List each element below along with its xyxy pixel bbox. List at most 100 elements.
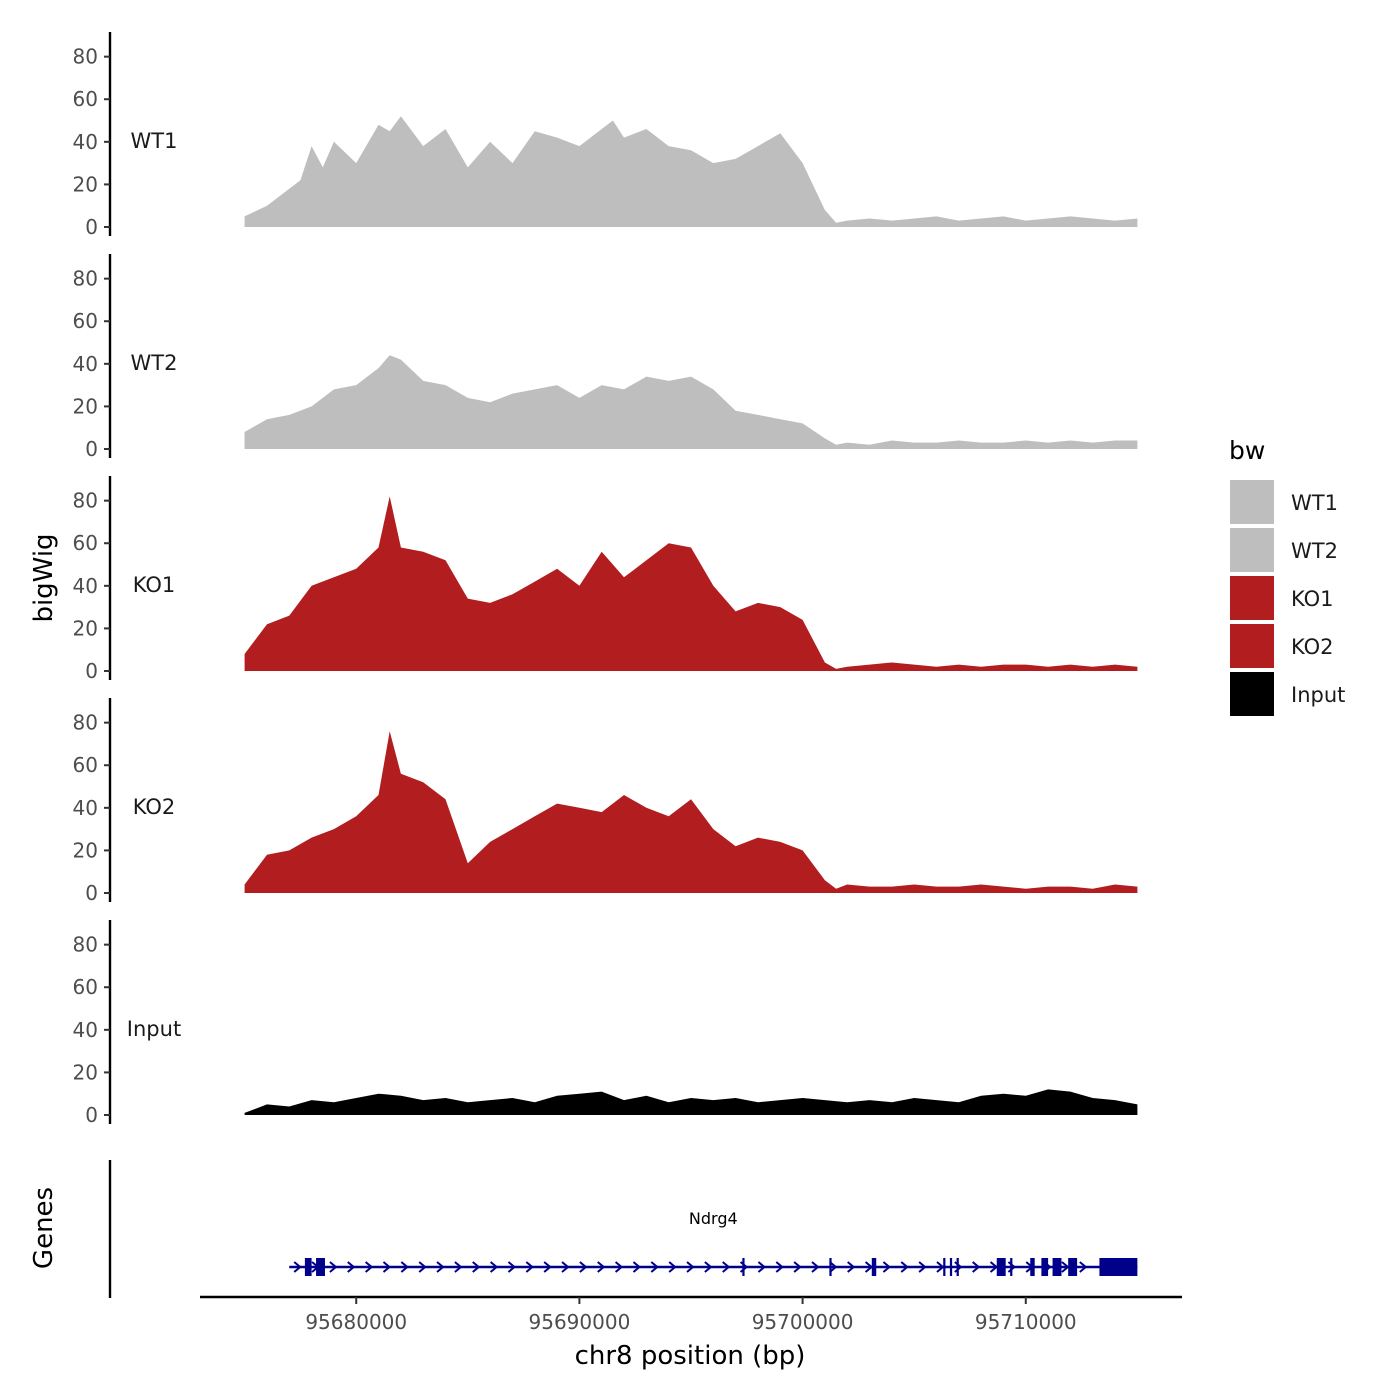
area-wt2 xyxy=(244,355,1138,449)
y-tick-label: 60 xyxy=(73,309,98,333)
strand-arrow xyxy=(686,1261,695,1273)
strand-arrow xyxy=(525,1261,534,1273)
y-tick-label: 20 xyxy=(73,172,98,196)
exon xyxy=(996,1258,1006,1276)
gene-track: Ndrg4 xyxy=(108,1160,1138,1298)
strand-arrow xyxy=(579,1261,588,1273)
strand-arrow xyxy=(829,1261,838,1273)
y-tick-label: 40 xyxy=(73,352,98,376)
legend-item: KO1 xyxy=(1230,576,1334,620)
bigwig-tracks: 0 20 40 60 80 WT1 0 20 40 60 80 WT2 0 20 40 60 80 KO1 0 20 4… xyxy=(73,32,1138,1127)
strand-arrow xyxy=(793,1261,802,1273)
y-tick-label: 40 xyxy=(73,574,98,598)
legend-swatch xyxy=(1230,528,1274,572)
exon xyxy=(1030,1258,1035,1276)
legend-item: WT2 xyxy=(1230,528,1338,572)
y-tick-label: 60 xyxy=(73,87,98,111)
y-tick-label: 80 xyxy=(73,933,98,957)
y-tick-label: 20 xyxy=(73,394,98,418)
strand-arrow xyxy=(507,1261,517,1273)
legend-title: bw xyxy=(1229,436,1265,465)
y-tick-label: 20 xyxy=(73,838,98,862)
y-tick-label: 0 xyxy=(85,215,98,239)
legend-item: Input xyxy=(1230,672,1345,716)
legend: bw WT1 WT2 KO1 KO2 Input xyxy=(1229,436,1345,716)
legend-label: WT1 xyxy=(1291,491,1338,515)
legend-label: Input xyxy=(1291,683,1345,707)
exon xyxy=(304,1258,312,1276)
y-axis-label: bigWig xyxy=(29,533,59,622)
legend-item: KO2 xyxy=(1230,624,1334,668)
y-tick-label: 80 xyxy=(73,489,98,513)
legend-label: KO2 xyxy=(1291,635,1334,659)
strand-arrow xyxy=(882,1261,891,1273)
track-ko1: 0 20 40 60 80 KO1 xyxy=(73,476,1138,683)
strand-arrow xyxy=(722,1261,731,1273)
x-axis-label: chr8 position (bp) xyxy=(575,1341,806,1371)
exon xyxy=(316,1258,325,1276)
strand-arrow xyxy=(704,1261,713,1273)
area-ko2 xyxy=(244,731,1138,893)
strand-arrow xyxy=(418,1261,427,1273)
strand-arrow xyxy=(775,1261,784,1273)
exon xyxy=(949,1258,953,1276)
strand-arrow xyxy=(472,1261,481,1273)
strand-arrow xyxy=(650,1261,659,1273)
y-tick-label: 20 xyxy=(73,616,98,640)
track-name-label: WT1 xyxy=(131,129,178,153)
strand-arrow xyxy=(614,1261,624,1273)
strand-arrow xyxy=(489,1261,499,1273)
legend-swatch xyxy=(1230,480,1274,524)
y-tick-label: 80 xyxy=(73,45,98,69)
track-name-label: Input xyxy=(127,1017,181,1041)
strand-arrow xyxy=(757,1261,766,1273)
strand-arrow xyxy=(972,1261,981,1273)
strand-arrow xyxy=(1079,1261,1088,1273)
y-tick-label: 20 xyxy=(73,1060,98,1084)
strand-arrow xyxy=(847,1261,856,1273)
area-input xyxy=(244,1089,1138,1115)
track-wt2: 0 20 40 60 80 WT2 xyxy=(73,254,1138,461)
track-name-label: KO1 xyxy=(133,573,176,597)
track-name-label: WT2 xyxy=(131,351,178,375)
strand-arrow xyxy=(543,1261,552,1273)
track-input: 0 20 40 60 80 Input xyxy=(73,920,1138,1127)
track-wt1: 0 20 40 60 80 WT1 xyxy=(73,32,1138,239)
y-tick-label: 0 xyxy=(85,881,98,905)
strand-arrow xyxy=(293,1261,302,1273)
y-tick-label: 60 xyxy=(73,975,98,999)
strand-arrow xyxy=(347,1261,356,1273)
track-name-label: KO2 xyxy=(133,795,176,819)
exon xyxy=(871,1258,877,1276)
strand-arrow xyxy=(900,1261,909,1273)
x-tick-label: 95710000 xyxy=(975,1310,1077,1334)
y-tick-label: 40 xyxy=(73,1018,98,1042)
y-tick-label: 40 xyxy=(73,130,98,154)
x-tick-label: 95690000 xyxy=(529,1310,631,1334)
strand-arrow xyxy=(454,1261,463,1273)
track-ko2: 0 20 40 60 80 KO2 xyxy=(73,698,1138,905)
gene-name-label: Ndrg4 xyxy=(689,1209,738,1228)
strand-arrow xyxy=(597,1261,606,1273)
exon xyxy=(1041,1258,1049,1276)
strand-arrow xyxy=(918,1261,927,1273)
exon xyxy=(742,1258,745,1276)
y-tick-label: 60 xyxy=(73,753,98,777)
y-tick-label: 0 xyxy=(85,659,98,683)
exon xyxy=(943,1258,946,1276)
strand-arrow xyxy=(811,1261,820,1273)
exon xyxy=(1099,1258,1138,1276)
y-tick-label: 40 xyxy=(73,796,98,820)
area-ko1 xyxy=(244,496,1138,671)
x-axis: 95680000 95690000 95700000 95710000 xyxy=(200,1295,1182,1334)
genes-axis-label: Genes xyxy=(29,1187,59,1269)
strand-arrow xyxy=(632,1261,641,1273)
legend-label: WT2 xyxy=(1291,539,1338,563)
y-tick-label: 80 xyxy=(73,711,98,735)
strand-arrow xyxy=(936,1261,945,1273)
legend-swatch xyxy=(1230,624,1274,668)
x-tick-label: 95700000 xyxy=(752,1310,854,1334)
strand-arrow xyxy=(329,1261,338,1273)
strand-arrow xyxy=(561,1261,570,1273)
